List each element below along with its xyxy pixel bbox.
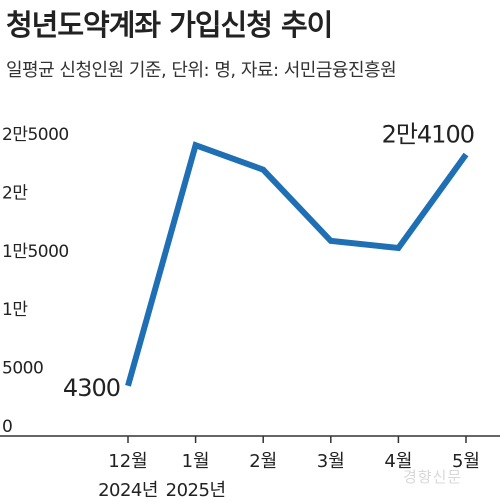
chart-subtitle: 일평균 신청인원 기준, 단위: 명, 자료: 서민금융진흥원 — [6, 60, 397, 81]
data-labels: 4300 2만4100 — [63, 121, 475, 402]
y-tick-label-3: 1만5000 — [2, 242, 69, 262]
y-tick-label-0: 0 — [2, 417, 12, 437]
data-label-1: 2만4100 — [382, 121, 474, 149]
x-axis-ticks: 12월 1월 2월 3월 4월 5월 2024년 2025년 — [98, 436, 480, 501]
y-tick-label-4: 2만 — [2, 183, 28, 203]
y-tick-label-2: 1만 — [2, 300, 28, 320]
y-tick-label-1: 5000 — [2, 359, 43, 379]
x-tick-label-1: 1월 — [182, 451, 210, 472]
y-tick-label-5: 2만5000 — [2, 125, 69, 145]
x-tick-label-3: 3월 — [317, 451, 345, 472]
year-label-0: 2024년 — [98, 480, 158, 501]
year-label-1: 2025년 — [166, 480, 226, 501]
y-axis-ticks: 0 5000 1만 1만5000 2만 2만5000 — [2, 125, 69, 437]
x-tick-label-4: 4월 — [384, 451, 412, 472]
data-label-0: 4300 — [63, 374, 120, 402]
x-tick-label-2: 2월 — [249, 451, 277, 472]
series-line — [125, 141, 469, 387]
x-tick-label-5: 5월 — [452, 451, 480, 472]
x-tick-label-0: 12월 — [108, 451, 147, 472]
chart-title: 청년도약계좌 가입신청 추이 — [6, 8, 333, 42]
publisher-watermark: 경향신문 — [403, 468, 463, 486]
